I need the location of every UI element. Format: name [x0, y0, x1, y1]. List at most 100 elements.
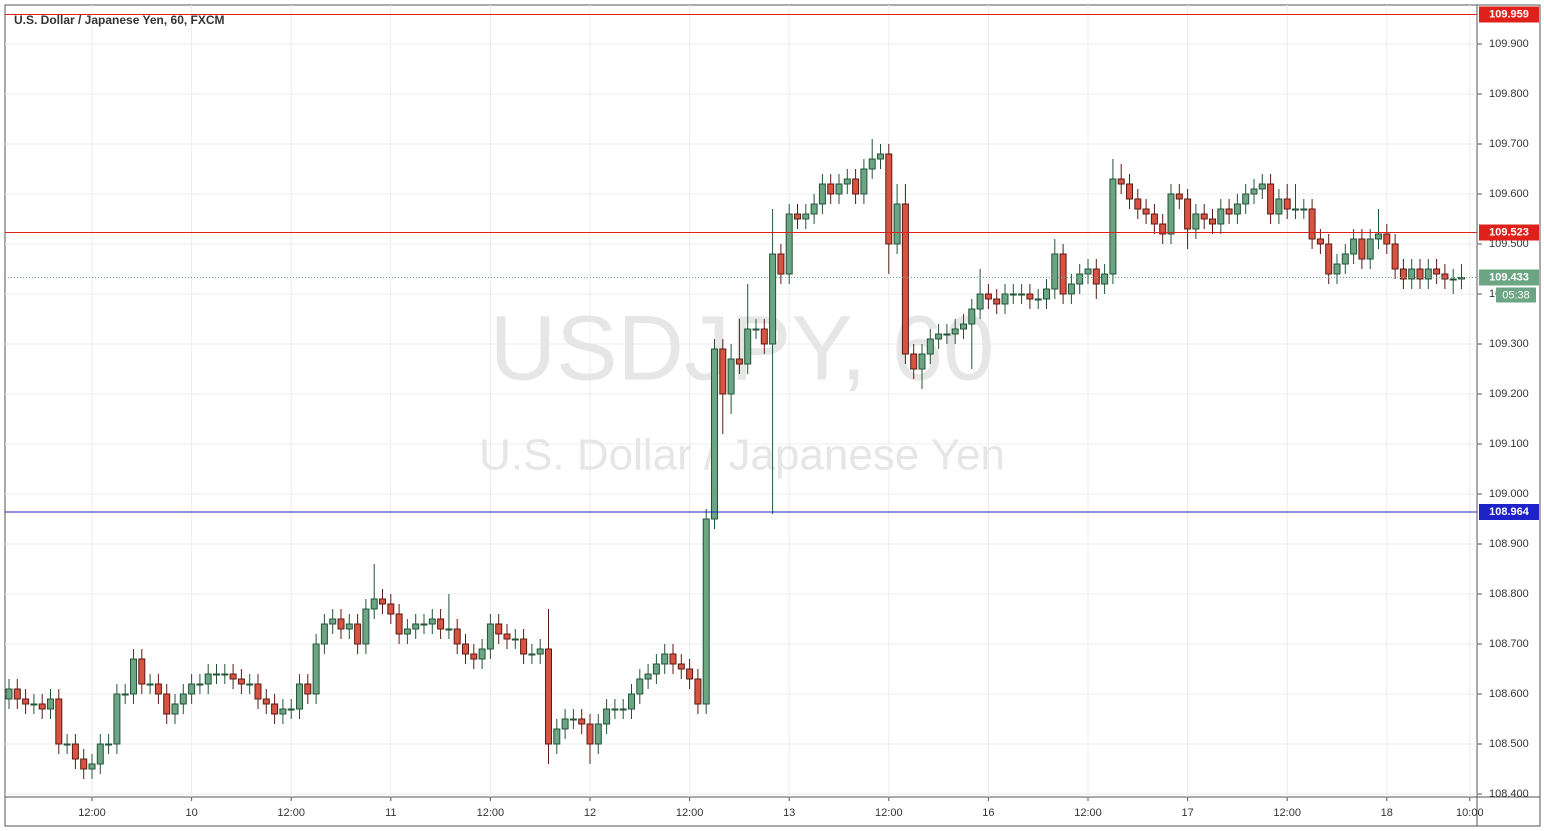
candle-body — [105, 743, 113, 746]
candle-body — [1217, 208, 1225, 225]
candle-body — [777, 253, 785, 275]
candle-body — [1458, 277, 1465, 280]
candle-body — [511, 638, 519, 641]
y-tick-label: 108.900 — [1489, 538, 1529, 550]
candle-body — [802, 213, 810, 220]
y-tick-label: 109.000 — [1489, 488, 1529, 500]
candle-body — [403, 628, 411, 635]
candle-body — [337, 618, 345, 630]
candle-body — [711, 348, 718, 520]
candle-body — [495, 623, 503, 635]
y-tick-label: 109.100 — [1489, 438, 1529, 450]
candle-body — [55, 698, 63, 745]
candle-body — [1233, 203, 1241, 215]
level-box — [1479, 504, 1539, 520]
x-tick-label: 11 — [385, 807, 396, 819]
candle-body — [976, 293, 984, 310]
candle-body — [478, 648, 486, 660]
candle-body — [271, 703, 279, 715]
candle-body — [926, 338, 934, 355]
candle-body — [760, 328, 768, 345]
candle-body — [569, 718, 577, 721]
candle-body — [686, 668, 694, 680]
candle-body — [818, 183, 826, 205]
candle-body — [769, 253, 777, 345]
countdown-box — [1496, 287, 1536, 303]
candle-body — [312, 643, 320, 695]
candle-body — [603, 708, 611, 725]
candle-body — [1076, 273, 1084, 285]
candle-body — [329, 618, 337, 625]
candle-body — [204, 673, 212, 685]
candle-body — [968, 308, 976, 325]
candle-body — [578, 718, 586, 725]
x-tick-label: 12:00 — [1074, 807, 1102, 819]
candle-body — [1117, 178, 1125, 185]
candle-body — [536, 648, 544, 655]
candle-body — [470, 653, 478, 660]
candle-body — [63, 743, 71, 746]
candle-body — [1325, 243, 1333, 275]
level-label: 108.964 — [1489, 506, 1530, 518]
x-tick-label: 12:00 — [875, 807, 903, 819]
candle-body — [121, 693, 129, 696]
candle-body — [1375, 233, 1382, 240]
y-tick-label: 108.600 — [1489, 688, 1529, 700]
candle-body — [1200, 213, 1208, 220]
candle-body — [843, 178, 851, 185]
candle-body — [1009, 293, 1017, 296]
candle-body — [1283, 198, 1291, 210]
candle-body — [96, 743, 104, 765]
candle-body — [877, 153, 884, 160]
candle-body — [486, 623, 494, 650]
candle-body — [287, 708, 295, 711]
candle-body — [1101, 273, 1109, 285]
candle-body — [628, 693, 635, 710]
candle-body — [644, 673, 652, 680]
candle-body — [553, 728, 561, 745]
candle-body — [1034, 298, 1042, 301]
candle-body — [810, 203, 818, 215]
candle-body — [852, 178, 860, 195]
candle-body — [80, 758, 88, 770]
candle-body — [561, 718, 569, 730]
candle-body — [196, 683, 204, 686]
level-label: 109.959 — [1489, 8, 1529, 20]
candle-body — [744, 328, 752, 365]
candle-body — [213, 673, 220, 676]
candle-body — [528, 653, 536, 656]
watermark-subtitle: U.S. Dollar / Japanese Yen — [479, 431, 1005, 480]
x-tick-label: 18 — [1381, 807, 1393, 819]
candle-body — [960, 323, 967, 330]
candle-body — [619, 708, 627, 711]
candle-body — [47, 698, 54, 710]
x-tick-label: 13 — [783, 807, 795, 819]
x-tick-label: 17 — [1181, 807, 1193, 819]
candle-body — [951, 328, 959, 335]
candle-body — [30, 703, 38, 706]
candle-body — [1292, 208, 1299, 211]
candle-body — [354, 623, 362, 645]
candle-body — [594, 723, 602, 745]
y-tick-label: 108.700 — [1489, 638, 1529, 650]
candle-body — [868, 158, 876, 170]
candle-body — [835, 183, 843, 195]
candle-body — [586, 723, 594, 745]
candle-body — [262, 698, 270, 705]
candle-body — [669, 653, 677, 665]
candle-body — [1300, 208, 1308, 211]
candle-body — [304, 683, 312, 695]
candle-body — [362, 608, 370, 645]
candle-body — [860, 168, 868, 195]
candle-body — [88, 763, 96, 770]
y-tick-label: 109.800 — [1489, 88, 1529, 100]
candle-body — [130, 658, 137, 695]
candle-body — [1150, 213, 1158, 225]
last-price-box — [1479, 269, 1539, 286]
candle-body — [462, 643, 469, 655]
candle-body — [1433, 268, 1441, 275]
grid — [5, 5, 1477, 797]
candle-body — [437, 618, 445, 630]
candle-body — [188, 683, 196, 695]
